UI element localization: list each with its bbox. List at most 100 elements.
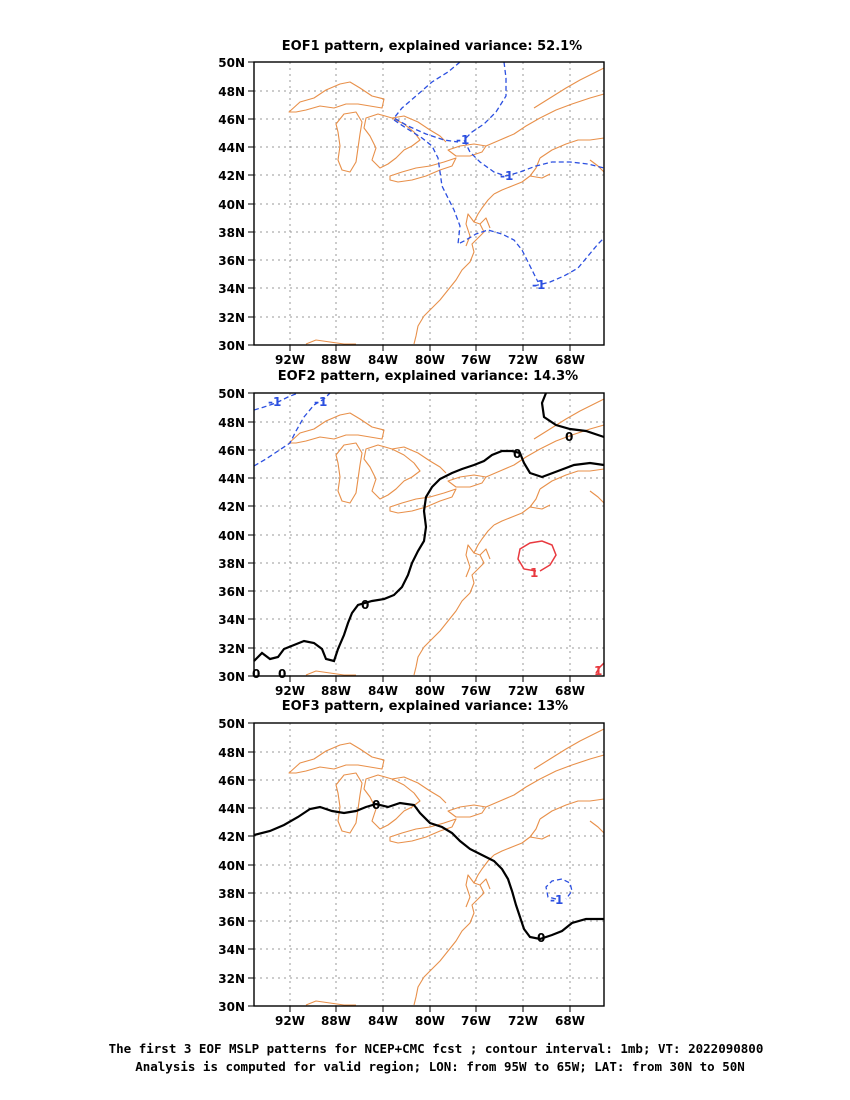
lat-label: 48N [218, 416, 245, 430]
lat-label: 38N [218, 887, 245, 901]
lat-label: 46N [218, 444, 245, 458]
lat-label: 42N [218, 169, 245, 183]
lat-label: 48N [218, 85, 245, 99]
lat-label: 46N [218, 113, 245, 127]
panel-eof2: EOF2 pattern, explained variance: 14.3% [218, 369, 605, 698]
lon-label: 72W [508, 684, 538, 698]
lon-label: 72W [508, 1014, 538, 1028]
axis-ticks [248, 722, 571, 1012]
lon-label: 76W [461, 353, 491, 367]
contour-label: -1 [456, 133, 469, 147]
contour-neg1 [533, 237, 605, 287]
lon-label: 72W [508, 353, 538, 367]
panel-title: EOF2 pattern, explained variance: 14.3% [278, 369, 578, 384]
lat-label: 34N [218, 943, 245, 957]
contour-label: 0 [565, 430, 573, 444]
contour-label: 0 [252, 667, 260, 681]
panel-eof3: EOF3 pattern, explained variance: 13% 0 … [218, 699, 605, 1028]
contours: 0 0 0 0 1 1 -1 [252, 392, 605, 681]
lon-label: 84W [368, 684, 398, 698]
lat-label: 30N [218, 1000, 245, 1014]
contour-neg1 [545, 878, 573, 900]
lon-label: 88W [321, 684, 351, 698]
lon-label: 80W [415, 1014, 445, 1028]
contour-label: -1 [268, 395, 281, 409]
panel-eof1: EOF1 pattern, explained variance: 52.1% [218, 39, 605, 367]
contour-pos1 [595, 662, 605, 674]
lat-label: 30N [218, 670, 245, 684]
lat-label: 32N [218, 642, 245, 656]
lon-label: 76W [461, 684, 491, 698]
contour-neg1 [253, 392, 299, 411]
contour-neg1 [393, 119, 539, 283]
lon-label: 92W [275, 1014, 305, 1028]
lat-label: 32N [218, 311, 245, 325]
contours: 0 0 -1 [253, 798, 604, 945]
lon-labels: 92W 88W 84W 80W 76W 72W 68W [275, 684, 585, 698]
grid-lines [254, 723, 604, 1006]
lon-label: 68W [555, 353, 585, 367]
lat-label: 42N [218, 500, 245, 514]
lat-labels: 50N 48N 46N 44N 42N 40N 38N 36N 34N 32N … [218, 56, 245, 353]
axis-ticks [248, 392, 571, 682]
lat-label: 38N [218, 557, 245, 571]
lon-label: 84W [368, 1014, 398, 1028]
contour-label: -1 [500, 169, 513, 183]
contour-label: 0 [278, 667, 286, 681]
lat-label: 34N [218, 282, 245, 296]
lat-label: 44N [218, 472, 245, 486]
lat-label: 30N [218, 339, 245, 353]
lat-label: 36N [218, 254, 245, 268]
lon-label: 88W [321, 353, 351, 367]
contour-label: 1 [530, 566, 538, 580]
lat-label: 44N [218, 141, 245, 155]
lon-label: 80W [415, 684, 445, 698]
lon-label: 88W [321, 1014, 351, 1028]
contour-label: 0 [513, 447, 521, 461]
panel-title: EOF1 pattern, explained variance: 52.1% [282, 39, 582, 54]
lat-label: 36N [218, 915, 245, 929]
lon-labels: 92W 88W 84W 80W 76W 72W 68W [275, 353, 585, 367]
lat-label: 32N [218, 972, 245, 986]
lon-label: 80W [415, 353, 445, 367]
contour-neg1 [253, 392, 331, 467]
contour-neg1 [463, 61, 605, 177]
lat-labels: 50N 48N 46N 44N 42N 40N 38N 36N 34N 32N … [218, 387, 245, 684]
lat-labels: 50N 48N 46N 44N 42N 40N 38N 36N 34N 32N … [218, 717, 245, 1014]
lon-label: 68W [555, 684, 585, 698]
lat-label: 36N [218, 585, 245, 599]
lat-label: 42N [218, 830, 245, 844]
lat-label: 40N [218, 529, 245, 543]
panel-title: EOF3 pattern, explained variance: 13% [282, 699, 568, 714]
contour-label: 0 [361, 598, 369, 612]
lat-label: 44N [218, 802, 245, 816]
lat-label: 40N [218, 859, 245, 873]
caption-line-1: The first 3 EOF MSLP patterns for NCEP+C… [109, 1041, 764, 1056]
lon-label: 92W [275, 353, 305, 367]
lon-label: 92W [275, 684, 305, 698]
contour-neg1 [393, 61, 461, 143]
contours: -1 -1 -1 [393, 61, 605, 292]
contour-label: 0 [372, 798, 380, 812]
contour-label: -1 [532, 278, 545, 292]
grid-lines [254, 62, 604, 345]
lat-label: 40N [218, 198, 245, 212]
contour-zero [253, 801, 604, 941]
lat-label: 50N [218, 717, 245, 731]
lon-labels: 92W 88W 84W 80W 76W 72W 68W [275, 1014, 585, 1028]
lat-label: 34N [218, 613, 245, 627]
lon-label: 84W [368, 353, 398, 367]
lat-label: 38N [218, 226, 245, 240]
contour-label: -1 [314, 395, 327, 409]
lon-label: 76W [461, 1014, 491, 1028]
contour-label: 0 [537, 931, 545, 945]
contour-label: 1 [594, 664, 602, 678]
lat-label: 46N [218, 774, 245, 788]
contour-pos1 [517, 540, 557, 572]
lon-label: 68W [555, 1014, 585, 1028]
axis-ticks [248, 61, 571, 351]
lat-label: 50N [218, 387, 245, 401]
grid-lines [254, 393, 604, 676]
contour-zero [540, 392, 605, 439]
